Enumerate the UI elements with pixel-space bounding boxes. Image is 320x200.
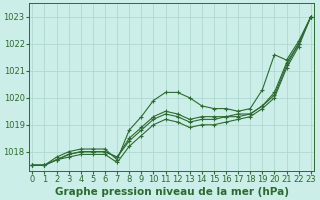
X-axis label: Graphe pression niveau de la mer (hPa): Graphe pression niveau de la mer (hPa)	[55, 187, 289, 197]
